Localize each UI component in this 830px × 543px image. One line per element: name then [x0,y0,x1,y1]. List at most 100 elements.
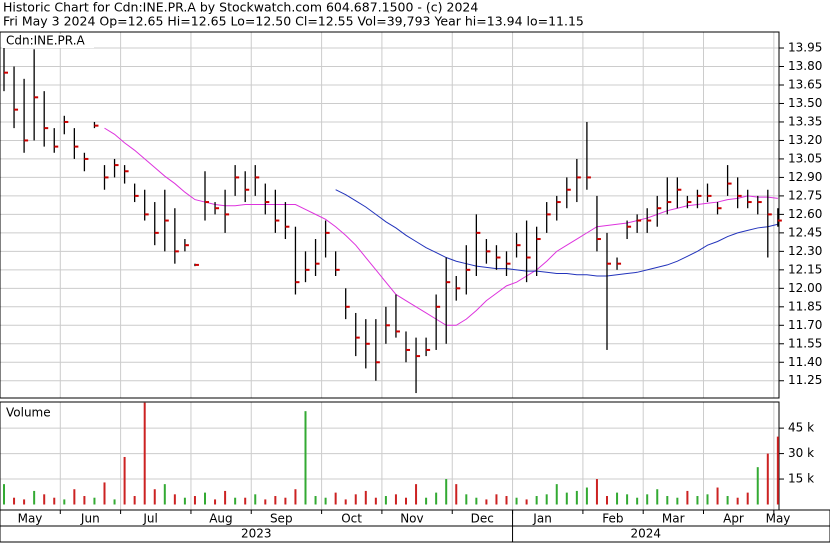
volume-bar [294,489,297,505]
moving-average-line [335,189,778,277]
y-tick-label: 15 k [788,472,814,486]
x-tick-label: Mar [662,512,685,526]
x-tick-label: Apr [723,512,744,526]
volume-bar [324,497,327,505]
volume-bar [314,496,317,505]
x-tick-label: Oct [341,512,362,526]
y-tick-label: 12.75 [788,188,822,202]
x-tick-label: Sep [270,512,293,526]
x-tick-label: Nov [400,512,423,526]
volume-bar [3,484,5,505]
x-tick-label: Aug [209,512,232,526]
y-tick-label: 12.45 [788,225,822,239]
volume-bar [515,497,518,505]
y-tick-label: 11.55 [788,336,822,350]
volume-bar [304,411,307,505]
volume-bar [585,487,588,505]
y-tick-label: 12.90 [788,170,822,184]
y-tick-label: 11.85 [788,299,822,313]
volume-bar [244,497,247,505]
volume-bar [736,497,739,505]
y-tick-label: 45 k [788,421,814,435]
volume-bar [405,497,407,505]
y-tick-label: 12.15 [788,262,822,276]
volume-bar [676,497,679,505]
volume-bar [595,479,598,505]
volume-bar [495,494,498,505]
volume-bar [83,496,86,505]
volume-bar [716,487,719,505]
volume-bar [103,482,106,505]
panel-label-bg [2,405,58,419]
volume-bar [63,499,66,505]
volume-bar [384,496,387,505]
header-line2: Fri May 3 2024 Op=12.65 Hi=12.65 Lo=12.5… [3,14,584,29]
y-tick-label: 30 k [788,446,814,460]
moving-average-line [104,127,778,326]
volume-bar [575,490,578,505]
volume-bar [565,492,568,505]
volume-bar [646,494,649,505]
volume-bar [33,490,36,505]
volume-bar [746,492,749,505]
volume-bar [133,496,136,505]
volume-bar [606,496,608,505]
year-axis [0,525,830,543]
volume-bar [93,497,96,505]
volume-bar [224,490,227,505]
volume-bar [686,490,689,505]
year-label: 2024 [631,527,662,541]
y-tick-label: 13.80 [788,59,822,73]
volume-bar [535,496,538,505]
x-tick-label: Jan [532,512,552,526]
grid-layer [0,32,779,510]
x-tick-label: May [18,512,43,526]
volume-bar [173,494,176,505]
volume-bar [555,484,558,505]
volume-bar [545,494,548,505]
volume-bar [455,484,458,505]
volume-bar [284,497,287,505]
panel-label-bg [2,34,94,48]
volume-bar [53,497,56,505]
volume-bar [234,497,237,505]
volume-bar [636,497,639,505]
volume-bar [163,484,166,505]
volume-bar [726,496,729,505]
volume-bar [354,494,357,505]
volume-bar [13,497,16,505]
volume-bar [193,496,196,505]
volume-bar [756,467,759,505]
volume-bar [344,499,347,505]
volume-bar [73,489,76,505]
y-tick-label: 13.35 [788,114,822,128]
y-tick-label: 12.60 [788,207,822,221]
volume-bar [394,494,397,505]
year-label: 2023 [241,527,272,541]
y-tick-label: 13.20 [788,133,822,147]
volume-bar [123,456,126,505]
x-tick-label: May [766,512,791,526]
x-tick-label: Dec [471,512,494,526]
y-tick-label: 13.50 [788,96,822,110]
volume-bar [485,499,488,505]
volume-bar [666,496,669,505]
volume-bar [204,492,206,505]
volume-bar [696,496,699,505]
price-panel-title: Cdn:INE.PR.A [6,34,86,48]
y-tick-label: 11.70 [788,318,822,332]
volume-bar [706,494,709,505]
volume-bar [143,402,146,505]
y-tick-label: 13.05 [788,151,822,165]
volume-bar [23,499,26,505]
header-line1: Historic Chart for Cdn:INE.PR.A by Stock… [3,0,478,15]
volume-bar [445,479,448,505]
volume-bar [214,499,217,505]
volume-bar [113,499,116,505]
y-tick-label: 12.30 [788,244,822,258]
x-tick-label: Jul [142,512,157,526]
volume-panel-title: Volume [6,406,51,420]
volume-bar [43,494,46,505]
